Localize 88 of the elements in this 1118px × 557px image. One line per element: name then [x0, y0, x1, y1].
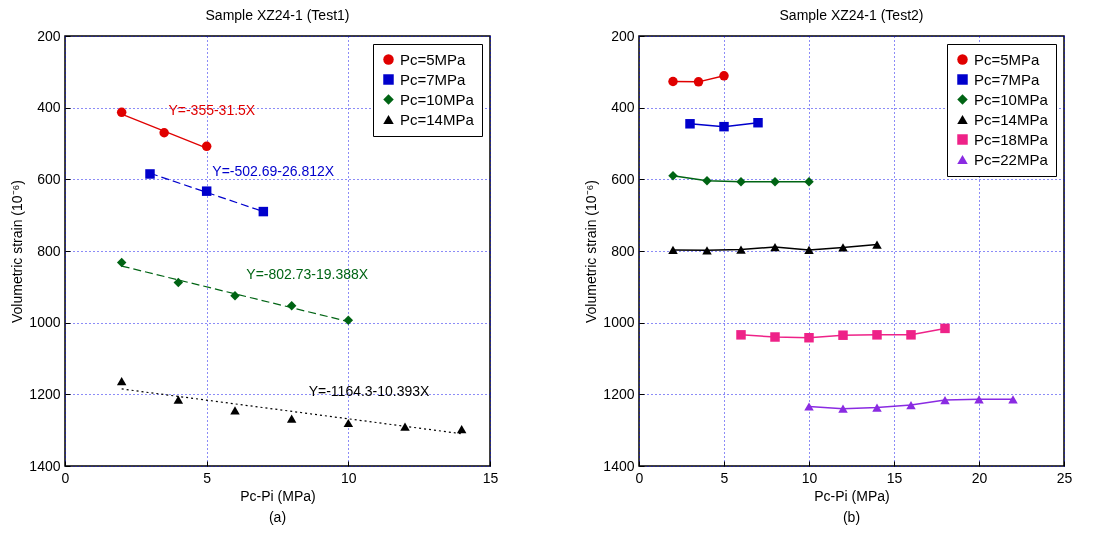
annotation: Y=-1164.3-10.393X [308, 382, 431, 399]
y-tick-label: 600 [37, 170, 61, 187]
x-tick-label: 5 [720, 469, 729, 486]
point [116, 257, 127, 268]
point [940, 395, 950, 405]
point [872, 330, 882, 340]
text: (b) [842, 509, 861, 525]
point [230, 406, 240, 415]
x-tick-label: 25 [1056, 469, 1073, 486]
y-tick-label: 400 [37, 99, 61, 116]
point [906, 330, 916, 340]
point [201, 141, 212, 152]
text: (a) [268, 509, 287, 525]
x-tick-label: 10 [801, 469, 818, 486]
point [258, 206, 269, 217]
point [668, 245, 678, 255]
y-tick-label: 1000 [29, 314, 61, 331]
point [201, 186, 212, 196]
point [804, 332, 814, 343]
x-axis-title: Pc-Pi (MPa) [814, 487, 890, 504]
legend-label: Pc=18MPa [974, 130, 1049, 148]
point [804, 245, 814, 255]
point [719, 121, 729, 132]
point [286, 301, 297, 311]
point [456, 424, 467, 434]
x-tick-label: 5 [203, 469, 212, 486]
point [343, 418, 354, 428]
point [872, 403, 882, 412]
point [736, 330, 746, 340]
x-tick-label: 10 [341, 469, 357, 486]
legend-label: Pc=5MPa [974, 50, 1041, 68]
y-tick-label: 1200 [603, 385, 635, 402]
y-tick-label: 800 [37, 242, 61, 259]
point [668, 76, 678, 87]
point [343, 315, 354, 325]
point [159, 128, 169, 138]
y-tick-label: 600 [611, 170, 635, 187]
x-tick-label: 0 [61, 469, 70, 486]
legend-label: Pc=22MPa [974, 150, 1049, 168]
y-tick-label: 800 [611, 242, 635, 259]
chart-title: Sample XZ24-1 (Test1) [205, 7, 350, 23]
point [685, 119, 695, 129]
y-axis-title: Volumetric strain (10⁻⁶) [583, 179, 600, 324]
y-tick-label: 200 [37, 27, 61, 44]
legend-label: Pc=10MPa [974, 90, 1049, 108]
point [753, 117, 763, 128]
y-tick-label: 400 [611, 99, 635, 116]
legend-label: Pc=7MPa [400, 70, 467, 88]
point [736, 245, 746, 254]
point [872, 240, 882, 249]
x-axis-title: Pc-Pi (MPa) [240, 487, 316, 504]
legend-label: Pc=7MPa [974, 70, 1041, 88]
point [804, 402, 814, 411]
point [838, 330, 848, 340]
legend-label: Pc=14MPa [974, 110, 1049, 128]
annotation: Y=-502.69-26.812X [212, 163, 335, 180]
legend-label: Pc=10MPa [400, 90, 475, 108]
point [906, 400, 916, 410]
y-tick-label: 1000 [603, 314, 635, 331]
y-tick-label: 1200 [29, 385, 61, 402]
point [400, 422, 410, 431]
point [116, 376, 127, 386]
point [719, 71, 729, 81]
annotation: Y=-355-31.5X [168, 101, 256, 118]
legend-label: Pc=5MPa [400, 50, 467, 68]
point [173, 277, 184, 288]
point [770, 242, 780, 252]
point [838, 404, 848, 413]
point [693, 77, 704, 87]
x-tick-label: 0 [635, 469, 644, 486]
x-tick-label: 15 [886, 469, 903, 486]
point [286, 414, 297, 423]
point [838, 243, 848, 252]
point [145, 169, 155, 179]
point [770, 332, 780, 342]
point [702, 246, 712, 255]
point [116, 107, 127, 118]
x-tick-label: 20 [971, 469, 988, 486]
y-tick-label: 1400 [29, 457, 61, 474]
x-tick-label: 15 [482, 469, 499, 486]
point [173, 395, 184, 404]
y-axis-title: Volumetric strain (10⁻⁶) [9, 179, 26, 324]
y-tick-label: 200 [611, 27, 635, 44]
chart-title: Sample XZ24-1 (Test2) [779, 7, 924, 23]
annotation: Y=-802.73-19.388X [246, 265, 369, 282]
legend-label: Pc=14MPa [400, 110, 475, 128]
y-tick-label: 1400 [603, 457, 635, 474]
point [940, 323, 950, 334]
